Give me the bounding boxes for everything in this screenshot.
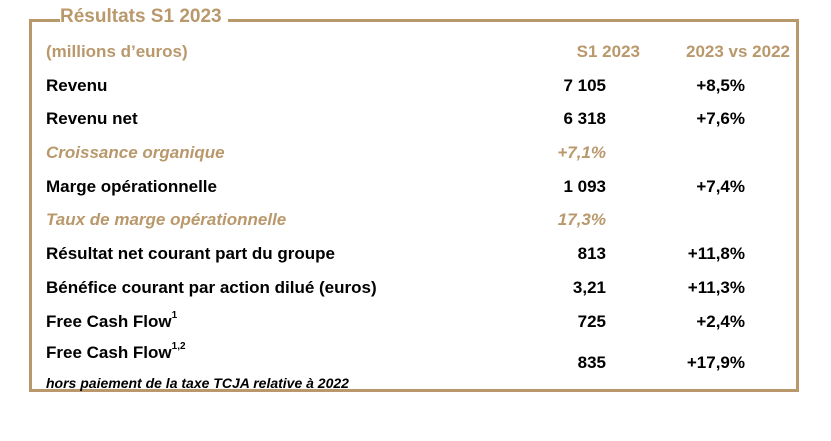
row-label-text: Free Cash Flow (46, 312, 172, 331)
results-table-frame (29, 19, 799, 392)
row-value-change: +8,5% (696, 76, 745, 95)
row-value-change: +11,3% (687, 278, 745, 297)
row-value-s1: 1 093 (563, 177, 606, 196)
row-value-s1: 7 105 (563, 76, 606, 95)
footnote-marker: 1,2 (171, 341, 186, 352)
table-title: Résultats S1 2023 (60, 6, 228, 28)
row-label: Taux de marge opérationnelle (46, 210, 287, 229)
row-value-change: +7,6% (696, 109, 745, 128)
row-value-change: +11,8% (687, 244, 745, 263)
row-label: Résultat net courant part du groupe (46, 244, 336, 263)
row-value-change: +2,4% (696, 312, 745, 331)
row-label: Free Cash Flow1 (46, 310, 178, 332)
row-label: Revenu net (46, 109, 138, 128)
units-label: (millions d’euros) (46, 42, 188, 61)
row-value-s1: 6 318 (563, 109, 606, 128)
row-label-text: Free Cash Flow (46, 343, 172, 362)
row-value-s1: +7,1% (557, 143, 606, 162)
row-value-s1: 3,21 (572, 278, 606, 297)
column-header-2023-vs-2022: 2023 vs 2022 (686, 42, 790, 61)
row-note: hors paiement de la taxe TCJA relative à… (46, 375, 349, 391)
row-value-s1: 725 (577, 312, 606, 331)
row-value-s1: 17,3% (557, 210, 606, 229)
column-header-s1-2023: S1 2023 (576, 42, 640, 61)
row-label: Bénéfice courant par action dilué (euros… (46, 278, 377, 297)
row-label: Free Cash Flow1,2 (46, 341, 186, 363)
row-value-change: +17,9% (686, 353, 745, 372)
footnote-marker: 1 (171, 310, 178, 321)
row-value-change: +7,4% (696, 177, 745, 196)
row-value-s1: 835 (577, 353, 606, 372)
row-value-s1: 813 (577, 244, 606, 263)
row-label: Marge opérationnelle (46, 177, 217, 196)
row-label: Croissance organique (46, 143, 225, 162)
row-label: Revenu (46, 76, 108, 95)
